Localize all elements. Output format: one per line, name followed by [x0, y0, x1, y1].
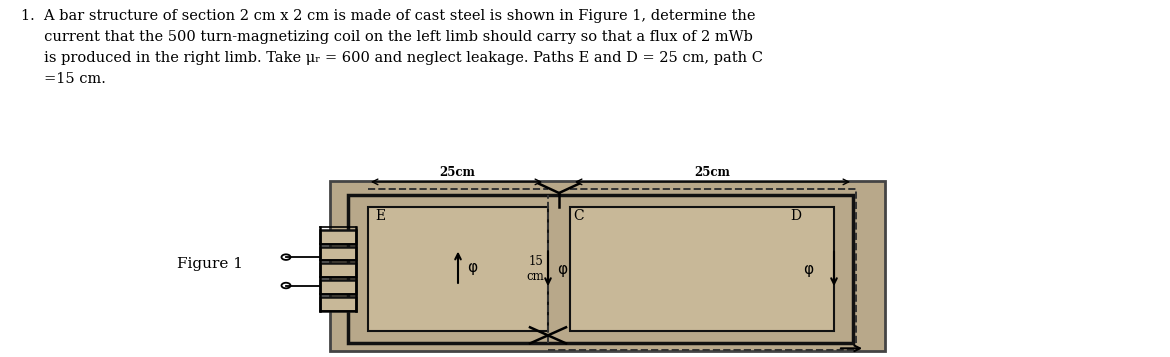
Text: 25cm: 25cm: [694, 166, 730, 180]
Text: 15
cm: 15 cm: [526, 255, 544, 283]
Bar: [369, 207, 548, 331]
Bar: [321, 230, 356, 244]
Text: 1.  A bar structure of section 2 cm x 2 cm is made of cast steel is shown in Fig: 1. A bar structure of section 2 cm x 2 c…: [21, 9, 763, 86]
Bar: [330, 181, 885, 351]
Bar: [321, 263, 356, 277]
Text: φ: φ: [803, 262, 813, 277]
Text: Figure 1: Figure 1: [177, 257, 243, 271]
Text: 25cm: 25cm: [439, 166, 475, 180]
Bar: [347, 195, 853, 343]
Bar: [570, 207, 834, 331]
Bar: [321, 247, 356, 261]
Text: D: D: [790, 209, 801, 223]
Bar: [321, 297, 356, 311]
Text: C: C: [573, 209, 584, 223]
Text: φ: φ: [467, 260, 477, 275]
Text: φ: φ: [557, 262, 567, 277]
Text: E: E: [376, 209, 385, 223]
Bar: [321, 280, 356, 294]
